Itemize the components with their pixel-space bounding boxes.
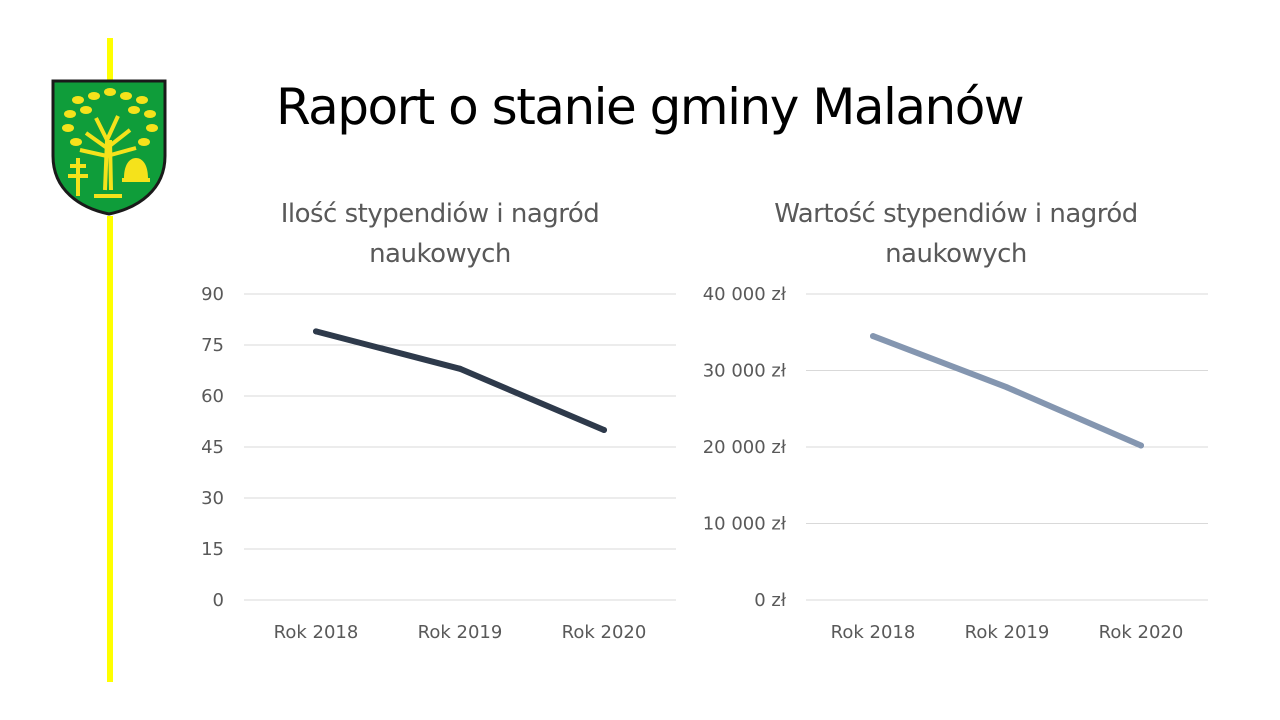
chart1-ytick-label: 15 bbox=[201, 539, 224, 560]
chart2-xtick-label: Rok 2019 bbox=[965, 622, 1050, 643]
chart2-data-point bbox=[1004, 384, 1010, 391]
chart1-ytick-label: 60 bbox=[201, 386, 224, 407]
chart1-title: Ilość stypendiów i nagród naukowych bbox=[230, 194, 650, 274]
chart1-data-point bbox=[313, 328, 319, 335]
chart1-ytick-label: 30 bbox=[201, 488, 224, 509]
chart2-ytick-label: 30 000 zł bbox=[703, 361, 787, 382]
chart2-data-point bbox=[1138, 442, 1144, 449]
accent-line-bottom bbox=[107, 216, 113, 682]
chart1-data-point bbox=[601, 427, 607, 433]
chart2-ytick-label: 0 zł bbox=[754, 590, 787, 611]
chart1-title-line1: Ilość stypendiów i nagród bbox=[280, 199, 600, 229]
chart1-xtick-label: Rok 2020 bbox=[562, 622, 647, 643]
chart2-xtick-label: Rok 2018 bbox=[831, 622, 916, 643]
chart2-ytick-label: 20 000 zł bbox=[703, 437, 787, 458]
chart2-series-line bbox=[870, 333, 1144, 449]
chart2-title-line1: Wartość stypendiów i nagród bbox=[774, 199, 1138, 229]
chart1-xtick-label: Rok 2018 bbox=[274, 622, 359, 643]
chart1-ytick-label: 0 bbox=[213, 590, 224, 611]
chart1-xtick-label: Rok 2019 bbox=[418, 622, 503, 643]
chart1-data-point bbox=[457, 365, 463, 372]
chart2-ytick-label: 10 000 zł bbox=[703, 514, 787, 535]
chart2-title-line2: naukowych bbox=[885, 239, 1027, 269]
chart1-ytick-label: 45 bbox=[201, 437, 224, 458]
chart2-title: Wartość stypendiów i nagród naukowych bbox=[726, 194, 1186, 274]
chart1-ytick-label: 75 bbox=[201, 335, 224, 356]
accent-line-top bbox=[107, 38, 113, 84]
chart2-data-point bbox=[870, 333, 876, 340]
chart1-ytick-label: 90 bbox=[201, 284, 224, 305]
page-title: Raport o stanie gminy Malanów bbox=[276, 78, 1025, 136]
chart1-title-line2: naukowych bbox=[369, 239, 511, 269]
coat-of-arms-logo bbox=[51, 79, 167, 216]
chart2-ytick-label: 40 000 zł bbox=[703, 284, 787, 305]
chart2-xtick-label: Rok 2020 bbox=[1099, 622, 1184, 643]
